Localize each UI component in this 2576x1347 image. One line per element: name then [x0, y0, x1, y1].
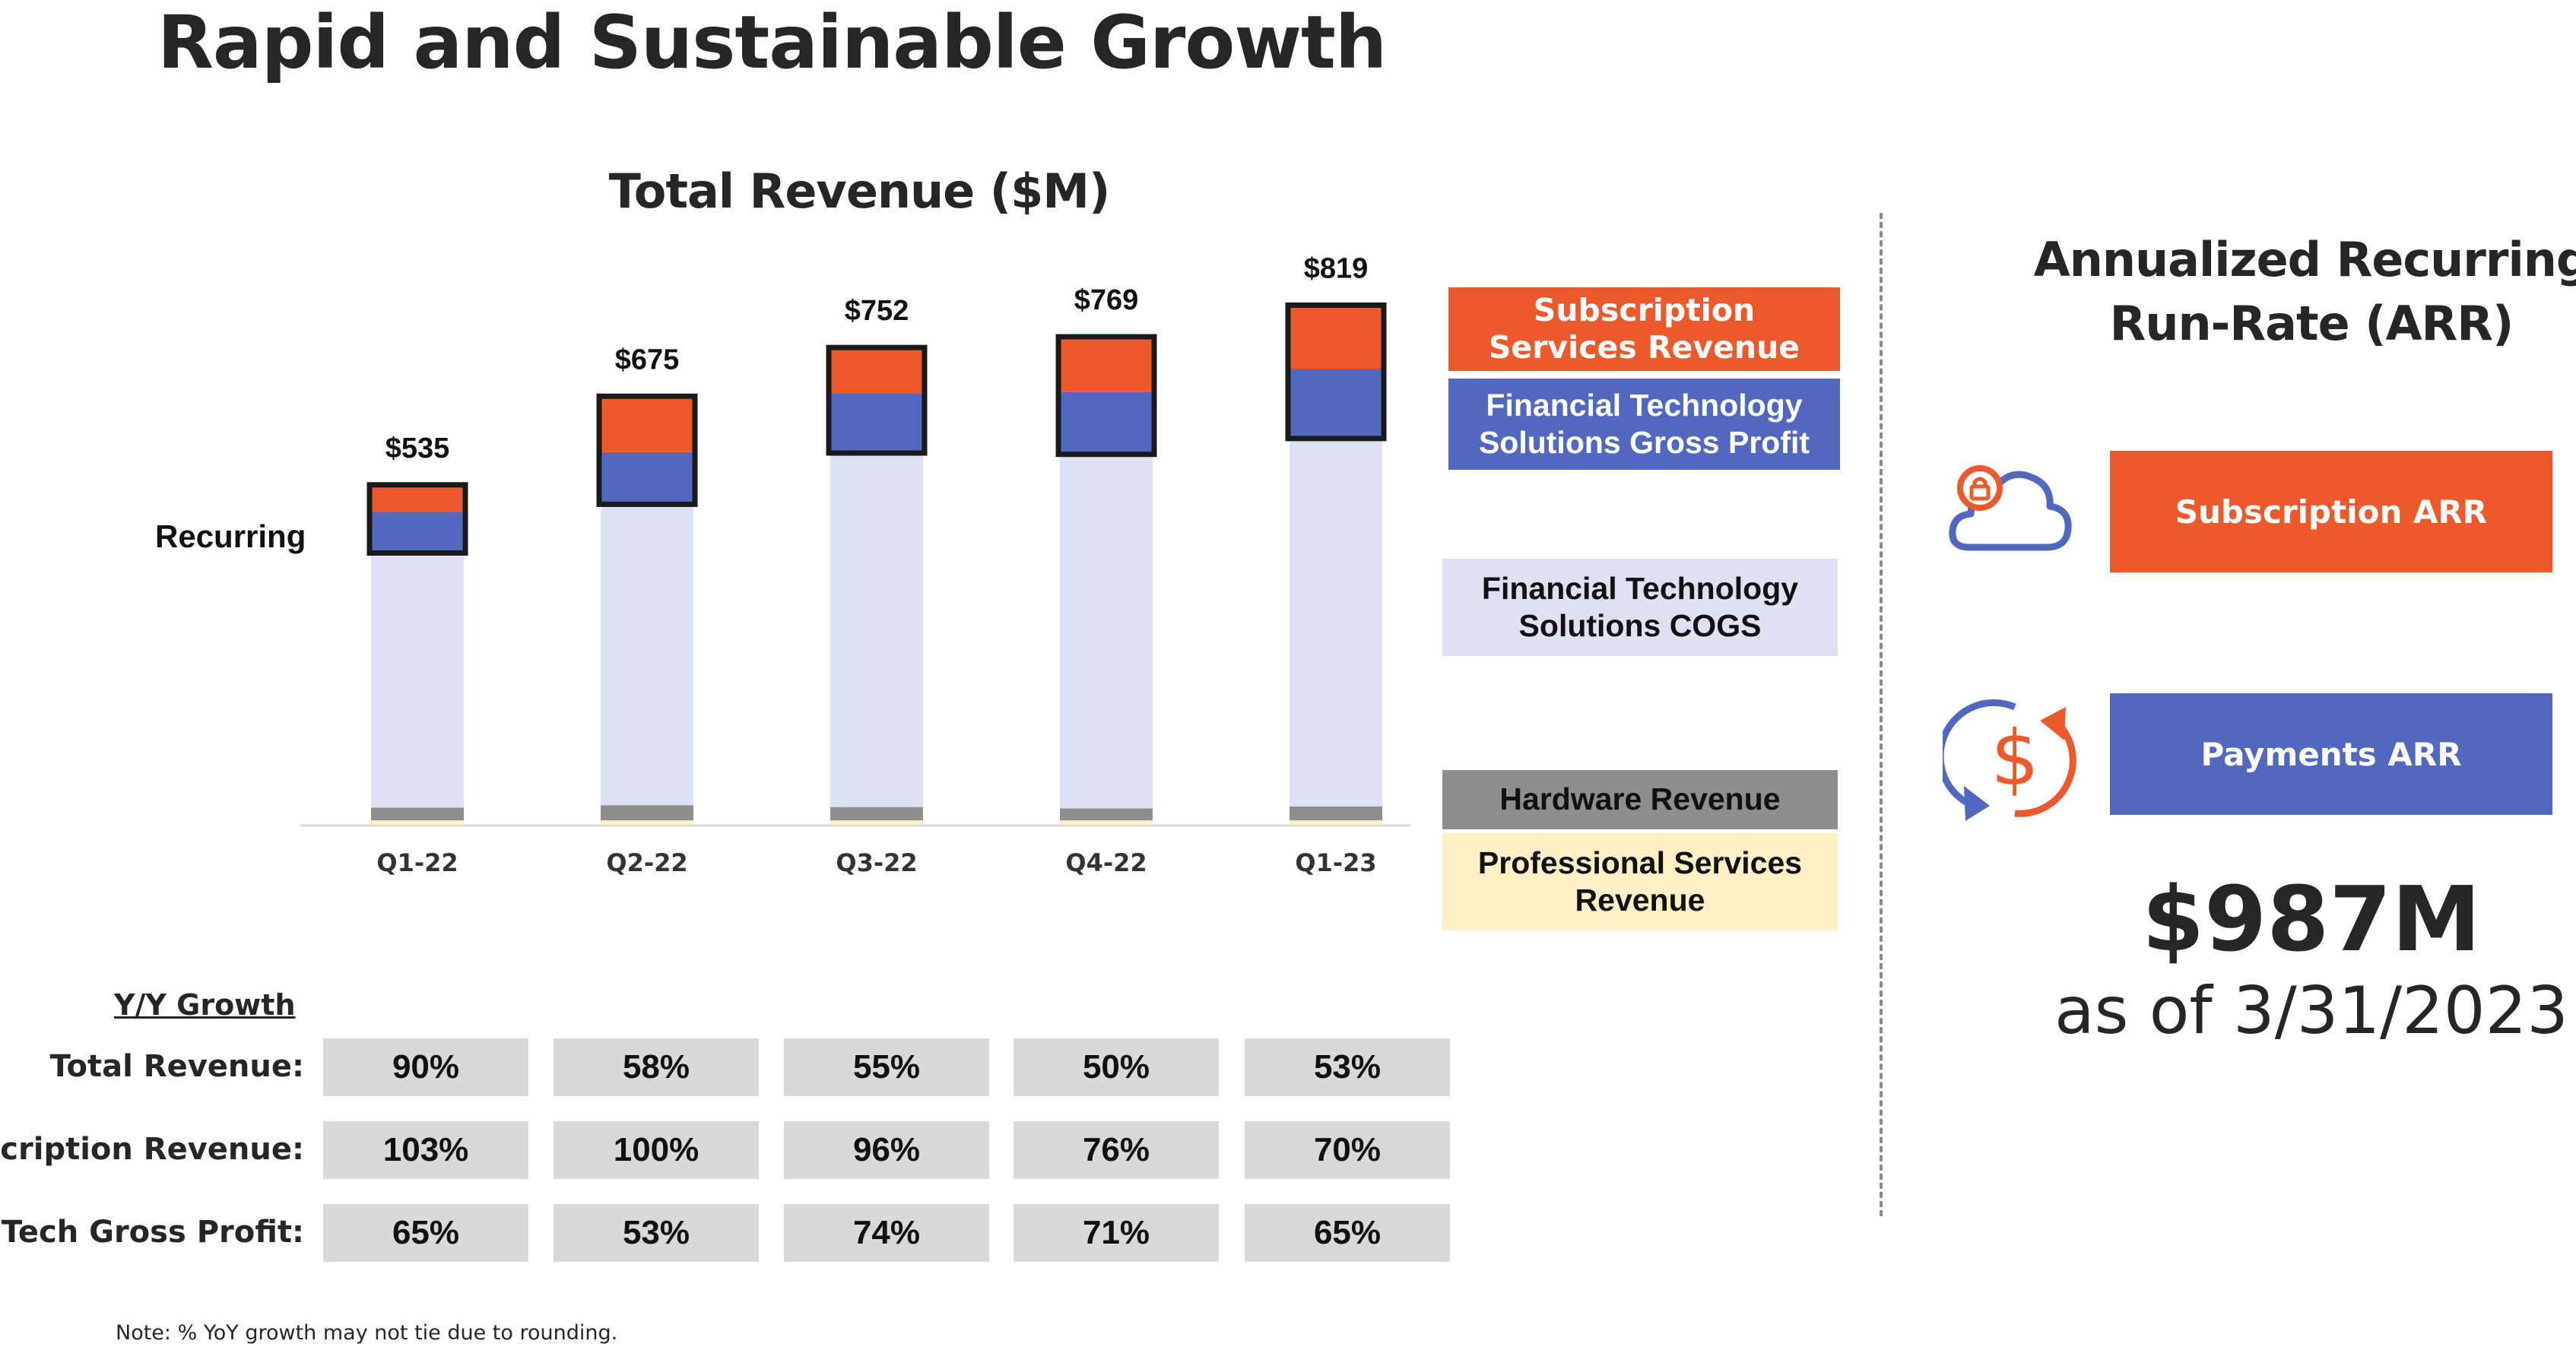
growth-cell: 71%: [1014, 1204, 1219, 1262]
bar-segment-4: [601, 398, 693, 452]
category-label: Q4-22: [1065, 848, 1147, 877]
payments-arr-label: Payments ARR: [2200, 735, 2462, 773]
growth-row-label: Subscription Revenue:: [0, 1132, 304, 1167]
arr-title: Annualized Recurring Run-Rate (ARR): [2022, 228, 2576, 355]
dollar-cycle-icon: $: [1943, 699, 2076, 821]
bar-segment-1: [1290, 806, 1382, 821]
growth-row-label: Total Revenue:: [49, 1049, 304, 1084]
recurring-annotation: Recurring: [155, 518, 306, 554]
recurring-outline: [596, 393, 698, 507]
category-label: Q2-22: [606, 848, 687, 877]
total-label: $819: [1304, 252, 1369, 284]
footnote: Note: % YoY growth may not tie due to ro…: [116, 1321, 618, 1345]
growth-row-label: FinTech Gross Profit:: [0, 1215, 304, 1250]
growth-cell: 103%: [323, 1121, 528, 1179]
recurring-outline: [1285, 302, 1387, 442]
total-label: $675: [615, 344, 680, 376]
bar-segment-3: [601, 452, 693, 503]
arr-value: $987M: [2142, 867, 2481, 971]
bar-segment-3: [1290, 368, 1382, 437]
growth-cell: 74%: [784, 1204, 989, 1262]
legend-hardware-revenue: Hardware Revenue: [1442, 770, 1838, 829]
bar-segment-0: [830, 820, 923, 825]
arr-title-line2: Run-Rate (ARR): [2109, 295, 2514, 351]
legend-professional-services-revenue: Professional Services Revenue: [1442, 833, 1838, 930]
bar-segment-0: [601, 820, 693, 825]
bar-segment-4: [830, 349, 923, 394]
bar-segment-3: [1060, 391, 1153, 453]
category-label: Q1-23: [1295, 848, 1376, 877]
total-label: $752: [845, 295, 909, 327]
bar-segment-3: [371, 512, 464, 552]
category-label: Q3-22: [836, 848, 917, 877]
recurring-outline: [1055, 334, 1157, 458]
legend-label: Hardware Revenue: [1499, 781, 1781, 817]
legend-subscription-services-revenue: Subscription Services Revenue: [1448, 287, 1840, 371]
page-title: Rapid and Sustainable Growth: [157, 0, 1387, 85]
bar-segment-2: [371, 551, 464, 808]
growth-cell: 53%: [1245, 1038, 1450, 1096]
bar-segment-0: [1060, 820, 1153, 825]
growth-cell: 53%: [554, 1204, 759, 1262]
bar-segment-4: [1290, 306, 1382, 369]
bar-segment-0: [371, 820, 464, 825]
recurring-outline: [366, 482, 468, 556]
section-divider: [1880, 213, 1883, 1216]
growth-cell: 58%: [554, 1038, 759, 1096]
bar-segment-1: [1060, 808, 1153, 821]
legend-financial-technology-gross-profit: Financial Technology Solutions Gross Pro…: [1448, 379, 1840, 470]
chart-title: Total Revenue ($M): [608, 163, 1111, 219]
bar-segment-1: [601, 805, 693, 821]
bar-segment-2: [1060, 452, 1153, 809]
bar-segment-1: [371, 807, 464, 821]
legend-label: Professional Services Revenue: [1477, 845, 1803, 918]
bar-segment-2: [1290, 436, 1382, 807]
bar-segment-4: [371, 486, 464, 512]
legend-financial-technology-cogs: Financial Technology Solutions COGS: [1442, 559, 1838, 656]
subscription-arr-box: Subscription ARR: [2110, 451, 2552, 572]
subscription-arr-label: Subscription ARR: [2175, 493, 2488, 531]
cloud-icon: [1949, 465, 2072, 551]
growth-cell: 55%: [784, 1038, 989, 1096]
category-label: Q1-22: [376, 848, 458, 877]
arr-as-of-date: as of 3/31/2023: [2054, 973, 2569, 1049]
growth-cell: 90%: [323, 1038, 528, 1096]
growth-cell: 65%: [1245, 1204, 1450, 1262]
growth-cell: 76%: [1014, 1121, 1219, 1179]
legend-label: Subscription Services Revenue: [1488, 291, 1800, 366]
growth-cell: 65%: [323, 1204, 528, 1262]
recurring-outline: [826, 344, 928, 456]
growth-cell: 50%: [1014, 1038, 1219, 1096]
arr-title-line1: Annualized Recurring: [2033, 232, 2576, 287]
growth-cell: 70%: [1245, 1121, 1450, 1179]
bar-segment-3: [830, 393, 923, 452]
bar-segment-2: [830, 452, 923, 807]
svg-text:$: $: [1991, 714, 2039, 803]
growth-header: Y/Y Growth: [114, 988, 296, 1022]
bar-segment-2: [601, 502, 693, 806]
growth-cell: 100%: [554, 1121, 759, 1179]
total-label: $769: [1074, 284, 1139, 316]
payments-arr-box: Payments ARR: [2110, 693, 2552, 815]
legend-label: Financial Technology Solutions Gross Pro…: [1478, 387, 1810, 460]
growth-cell: 96%: [784, 1121, 989, 1179]
total-label: $535: [385, 433, 450, 464]
bar-segment-1: [830, 807, 923, 821]
bar-segment-4: [1060, 338, 1153, 392]
legend-label: Financial Technology Solutions COGS: [1481, 570, 1799, 643]
bar-segment-0: [1290, 820, 1382, 825]
